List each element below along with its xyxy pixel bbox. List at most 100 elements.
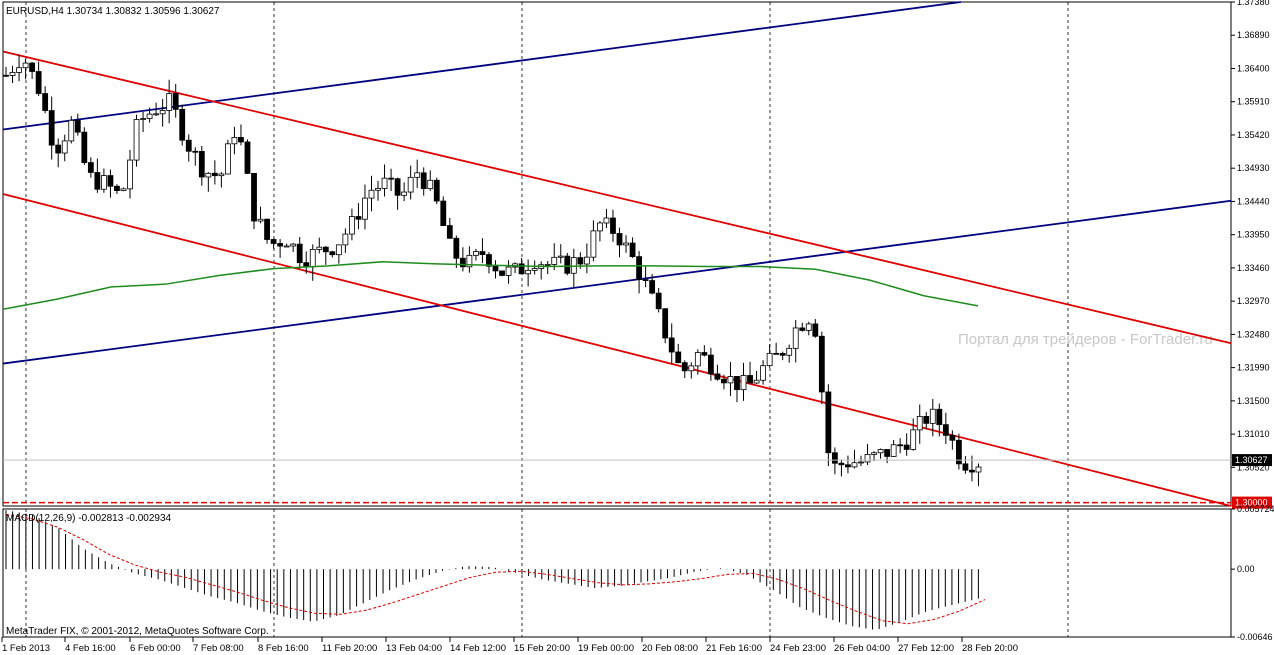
candle-body bbox=[779, 353, 786, 356]
candle-body bbox=[120, 188, 127, 192]
time-tick-label: 14 Feb 12:00 bbox=[450, 643, 506, 654]
price-tick-label: 1.34930 bbox=[1237, 163, 1270, 173]
candle-body bbox=[636, 256, 642, 280]
candle-body bbox=[433, 179, 440, 202]
price-tick-label: 1.31500 bbox=[1237, 396, 1270, 406]
candle-body bbox=[440, 200, 447, 226]
candle-body bbox=[557, 255, 564, 258]
time-axis[interactable]: 1 Feb 2013 4 Feb 16:00 6 Feb 00:00 7 Feb 08… bbox=[1, 637, 1018, 654]
candle-body bbox=[368, 189, 375, 199]
price-pane[interactable]: Портал для трейдеров - ForTrader.ru EURU… bbox=[2, 1, 1232, 507]
candle-body bbox=[590, 230, 597, 258]
candle-body bbox=[133, 119, 140, 161]
candle-body bbox=[296, 243, 303, 264]
candle-body bbox=[394, 178, 401, 196]
candle-body bbox=[727, 376, 734, 384]
price-tick-label: 1.32970 bbox=[1237, 296, 1270, 306]
candle-body bbox=[766, 352, 773, 367]
candle-body bbox=[459, 257, 466, 268]
candle-body bbox=[929, 408, 936, 424]
candle-body bbox=[401, 191, 408, 196]
candle-body bbox=[420, 172, 427, 190]
candle-body bbox=[910, 429, 917, 450]
candle-body bbox=[818, 335, 825, 393]
candle-body bbox=[505, 266, 512, 276]
price-tick-label: 1.31010 bbox=[1237, 429, 1270, 439]
macd-tick-label: 0.00 bbox=[1237, 564, 1255, 574]
candle-body bbox=[48, 110, 55, 146]
candle-body bbox=[283, 245, 290, 248]
candle-body bbox=[688, 365, 695, 372]
trendlines bbox=[2, 1, 1232, 507]
candle-body bbox=[414, 172, 421, 178]
candle-body bbox=[140, 118, 146, 120]
time-tick-label: 24 Feb 23:00 bbox=[770, 643, 826, 654]
candle-body bbox=[94, 172, 101, 190]
time-tick-label: 20 Feb 08:00 bbox=[642, 643, 698, 654]
candle-body bbox=[942, 424, 949, 436]
price-tick-label: 1.32480 bbox=[1237, 329, 1270, 339]
price-tick-label: 1.37380 bbox=[1237, 0, 1270, 7]
candle-body bbox=[864, 453, 871, 463]
candle-body bbox=[114, 185, 120, 192]
price-tick-label: 1.36890 bbox=[1237, 30, 1270, 40]
candle-body bbox=[668, 337, 675, 353]
price-tick-label: 1.30520 bbox=[1237, 462, 1270, 472]
symbol-header: EURUSD,H4 1.30734 1.30832 1.30596 1.3062… bbox=[6, 6, 220, 17]
candle-body bbox=[831, 452, 838, 464]
candle-body bbox=[329, 251, 336, 256]
candle-body bbox=[316, 246, 323, 250]
candle-body bbox=[29, 62, 36, 72]
candle-body bbox=[629, 242, 636, 258]
candle-body bbox=[792, 327, 799, 349]
candle-body bbox=[747, 375, 753, 384]
macd-pane[interactable]: MACD(12,26,9) -0.002813 -0.002934 MetaTr… bbox=[2, 508, 1232, 638]
candle-body bbox=[211, 172, 218, 177]
candle-body bbox=[159, 110, 166, 115]
candle-body bbox=[851, 462, 858, 468]
candle-body bbox=[649, 280, 656, 294]
candle-body bbox=[61, 140, 68, 154]
candle-body bbox=[760, 365, 766, 381]
time-tick-label: 15 Feb 20:00 bbox=[514, 643, 570, 654]
time-tick-label: 19 Feb 00:00 bbox=[578, 643, 634, 654]
candle-body bbox=[355, 216, 362, 220]
candle-body bbox=[335, 244, 342, 256]
watermark: Портал для трейдеров - ForTrader.ru bbox=[958, 331, 1213, 348]
candle-body bbox=[179, 108, 186, 141]
macd-axis[interactable]: 0.005724 0.00 -0.00646 bbox=[1231, 504, 1274, 642]
candle-body bbox=[890, 444, 897, 457]
candle-body bbox=[381, 177, 388, 189]
price-tick-label: 1.33460 bbox=[1237, 263, 1270, 273]
level-badge bbox=[1232, 496, 1272, 509]
candle-body bbox=[936, 408, 943, 426]
candles bbox=[3, 54, 982, 487]
candle-body bbox=[525, 269, 532, 275]
candle-body bbox=[655, 292, 662, 310]
time-tick-label: 26 Feb 04:00 bbox=[834, 643, 890, 654]
candle-body bbox=[564, 255, 571, 274]
candle-body bbox=[446, 225, 453, 239]
time-tick-label: 6 Feb 00:00 bbox=[130, 643, 181, 654]
price-tick-label: 1.33950 bbox=[1237, 230, 1270, 240]
candle-body bbox=[375, 188, 381, 191]
candle-body bbox=[753, 379, 760, 384]
candle-body bbox=[734, 376, 740, 391]
candle-body bbox=[799, 327, 806, 331]
candle-body bbox=[473, 251, 479, 256]
candle-body bbox=[786, 347, 793, 356]
candle-body bbox=[277, 243, 284, 247]
candle-body bbox=[264, 218, 270, 240]
candle-body bbox=[244, 141, 251, 174]
candle-body bbox=[238, 137, 244, 143]
candle-body bbox=[518, 263, 525, 275]
macd-pane-frame bbox=[2, 508, 1232, 638]
candle-body bbox=[3, 74, 9, 77]
candle-body bbox=[407, 176, 414, 193]
candle-body bbox=[35, 71, 42, 94]
price-axis[interactable]: 1.37380 1.36890 1.36400 1.35910 1.35420 1.349… bbox=[1231, 0, 1272, 509]
candle-body bbox=[218, 173, 225, 177]
copyright: MetaTrader FIX, © 2001-2012, MetaQuotes … bbox=[6, 626, 269, 637]
